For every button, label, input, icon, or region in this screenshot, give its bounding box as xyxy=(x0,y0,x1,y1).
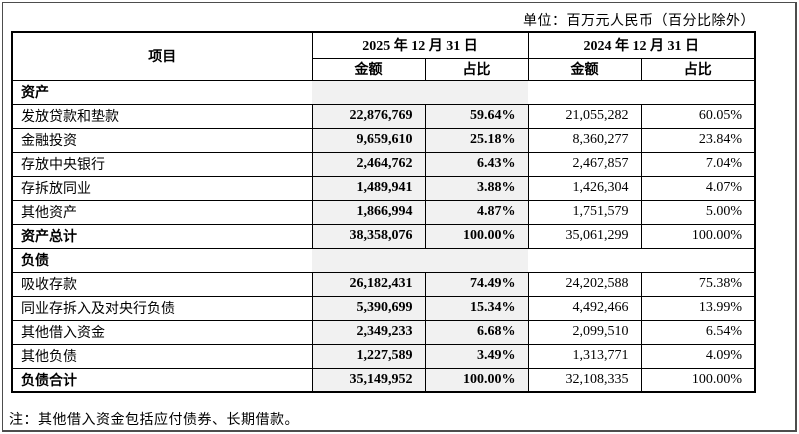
cell-2025-share: 74.49% xyxy=(424,271,529,297)
cell-2024-amount: 2,099,510 xyxy=(527,319,642,345)
row-label: 存放中央银行 xyxy=(11,151,313,177)
balance-sheet-table: 项目 2025 年 12 月 31 日 2024 年 12 月 31 日 金额 … xyxy=(11,31,756,393)
total-row: 资产总计 38,358,076 100.00% 35,061,299 100.00% xyxy=(11,223,756,249)
cell-2024-share: 75.38% xyxy=(640,271,756,297)
cell-2024-share: 7.04% xyxy=(640,151,756,177)
cell-2024-amount: 2,467,857 xyxy=(527,151,642,177)
row-label: 发放贷款和垫款 xyxy=(11,103,313,129)
cell-2024-share: 60.05% xyxy=(640,103,756,129)
col-header-2025-amount: 金额 xyxy=(311,57,426,81)
col-group-2024: 2024 年 12 月 31 日 xyxy=(527,31,756,59)
unit-note: 单位：百万元人民币（百分比除外） xyxy=(523,14,755,29)
cell-2024-share: 100.00% xyxy=(640,367,756,393)
cell-2025-amount: 38,358,076 xyxy=(311,223,426,249)
cell-2024-amount: 1,751,579 xyxy=(527,199,642,225)
cell-2024-share: 6.54% xyxy=(640,319,756,345)
row-label: 存拆放同业 xyxy=(11,175,313,201)
cell-2025-amount: 22,876,769 xyxy=(311,103,426,129)
row-label: 吸收存款 xyxy=(11,271,313,297)
table-row: 吸收存款 26,182,431 74.49% 24,202,588 75.38% xyxy=(11,271,756,297)
cell-2025-share: 4.87% xyxy=(424,199,529,225)
table-row: 存放中央银行 2,464,762 6.43% 2,467,857 7.04% xyxy=(11,151,756,177)
cell-2025-amount: 1,866,994 xyxy=(311,199,426,225)
cell-2025-amount: 35,149,952 xyxy=(311,367,426,393)
cell-2025-share: 25.18% xyxy=(424,127,529,153)
row-label: 其他资产 xyxy=(11,199,313,225)
row-label: 负债合计 xyxy=(11,367,313,393)
total-row: 负债合计 35,149,952 100.00% 32,108,335 100.00% xyxy=(11,367,756,393)
row-label: 其他借入资金 xyxy=(11,319,313,345)
cell-2024-amount: 32,108,335 xyxy=(527,367,642,393)
section-fill-2024 xyxy=(528,247,755,273)
table-row: 金融投资 9,659,610 25.18% 8,360,277 23.84% xyxy=(11,127,756,153)
cell-2025-amount: 1,227,589 xyxy=(311,343,426,369)
section-fill-2025 xyxy=(312,79,528,105)
cell-2024-share: 4.07% xyxy=(640,175,756,201)
table-row: 其他资产 1,866,994 4.87% 1,751,579 5.00% xyxy=(11,199,756,225)
cell-2025-amount: 9,659,610 xyxy=(311,127,426,153)
cell-2024-share: 23.84% xyxy=(640,127,756,153)
cell-2024-share: 4.09% xyxy=(640,343,756,369)
cell-2025-share: 15.34% xyxy=(424,295,529,321)
cell-2025-amount: 5,390,699 xyxy=(311,295,426,321)
cell-2025-amount: 1,489,941 xyxy=(311,175,426,201)
cell-2025-share: 100.00% xyxy=(424,367,529,393)
table-row: 同业存拆入及对央行负债 5,390,699 15.34% 4,492,466 13.99… xyxy=(11,295,756,321)
table-row: 其他负债 1,227,589 3.49% 1,313,771 4.09% xyxy=(11,343,756,369)
cell-2024-amount: 21,055,282 xyxy=(527,103,642,129)
section-row: 负债 xyxy=(12,247,755,273)
cell-2024-amount: 24,202,588 xyxy=(527,271,642,297)
col-header-2024-share: 占比 xyxy=(640,57,756,81)
footnote: 注：其他借入资金包括应付债券、长期借款。 xyxy=(9,413,299,428)
section-row: 资产 xyxy=(12,79,755,105)
cell-2025-share: 3.49% xyxy=(424,343,529,369)
table-row: 存拆放同业 1,489,941 3.88% 1,426,304 4.07% xyxy=(11,175,756,201)
cell-2024-amount: 35,061,299 xyxy=(527,223,642,249)
row-label: 同业存拆入及对央行负债 xyxy=(11,295,313,321)
table-row: 发放贷款和垫款 22,876,769 59.64% 21,055,282 60.05% xyxy=(11,103,756,129)
col-group-2025: 2025 年 12 月 31 日 xyxy=(311,31,529,59)
section-fill-2025 xyxy=(312,247,528,273)
cell-2025-share: 3.88% xyxy=(424,175,529,201)
section-label: 资产 xyxy=(12,79,312,105)
cell-2024-amount: 1,426,304 xyxy=(527,175,642,201)
row-label: 金融投资 xyxy=(11,127,313,153)
cell-2025-share: 6.68% xyxy=(424,319,529,345)
cell-2024-share: 5.00% xyxy=(640,199,756,225)
cell-2024-share: 13.99% xyxy=(640,295,756,321)
cell-2024-amount: 8,360,277 xyxy=(527,127,642,153)
table-row: 其他借入资金 2,349,233 6.68% 2,099,510 6.54% xyxy=(11,319,756,345)
row-label: 其他负债 xyxy=(11,343,313,369)
cell-2025-amount: 2,349,233 xyxy=(311,319,426,345)
row-label: 资产总计 xyxy=(11,223,313,249)
header-row-groups: 项目 2025 年 12 月 31 日 2024 年 12 月 31 日 xyxy=(11,31,756,81)
section-label: 负债 xyxy=(12,247,312,273)
cell-2024-amount: 1,313,771 xyxy=(527,343,642,369)
cell-2025-share: 100.00% xyxy=(424,223,529,249)
section-fill-2024 xyxy=(528,79,755,105)
col-header-2025-share: 占比 xyxy=(424,57,529,81)
cell-2024-share: 100.00% xyxy=(640,223,756,249)
cell-2025-share: 6.43% xyxy=(424,151,529,177)
cell-2024-amount: 4,492,466 xyxy=(527,295,642,321)
cell-2025-share: 59.64% xyxy=(424,103,529,129)
col-header-2024-amount: 金额 xyxy=(527,57,642,81)
cell-2025-amount: 2,464,762 xyxy=(311,151,426,177)
cell-2025-amount: 26,182,431 xyxy=(311,271,426,297)
col-header-item: 项目 xyxy=(11,31,313,81)
